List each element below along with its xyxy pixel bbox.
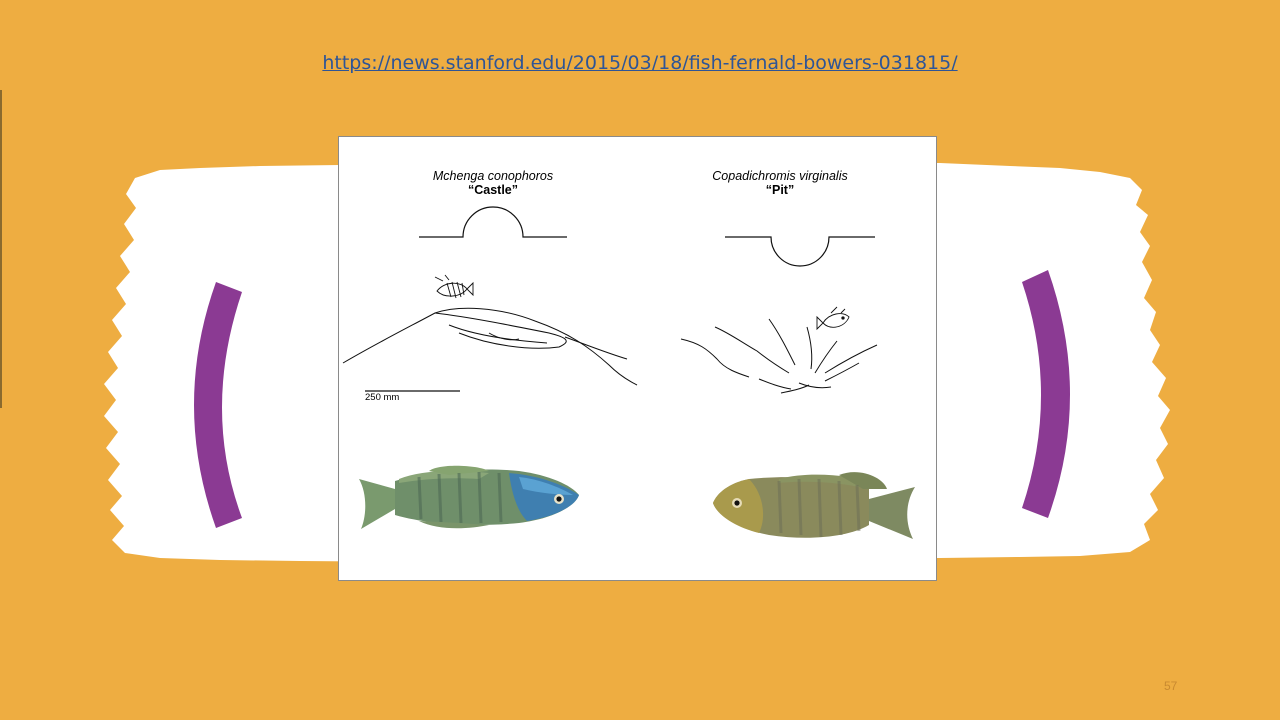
figure-drawing (342, 206, 915, 539)
pit-common-name: “Pit” (765, 183, 795, 197)
pit-profile-line (725, 236, 875, 267)
castle-fish-sketch (434, 274, 474, 299)
fish-nest-figure: Mchenga conophoros “Castle” Copadichromi… (338, 136, 937, 581)
castle-species-label: Mchenga conophoros “Castle” (383, 169, 603, 197)
scale-bar-label: 250 mm (365, 392, 400, 403)
pit-sketch (680, 318, 878, 394)
page-number: 57 (1164, 679, 1178, 693)
pit-latin-name: Copadichromis virginalis (712, 169, 848, 183)
pit-fish-photo (713, 472, 915, 539)
left-edge-line (0, 90, 2, 408)
castle-fish-photo (359, 465, 579, 529)
castle-profile-line (419, 206, 567, 238)
castle-latin-name: Mchenga conophoros (432, 169, 554, 183)
source-link[interactable]: https://news.stanford.edu/2015/03/18/fis… (322, 52, 958, 74)
pit-fish-sketch (816, 306, 850, 331)
castle-common-name: “Castle” (467, 183, 519, 197)
pit-species-label: Copadichromis virginalis “Pit” (670, 169, 890, 197)
castle-sketch (342, 307, 638, 386)
